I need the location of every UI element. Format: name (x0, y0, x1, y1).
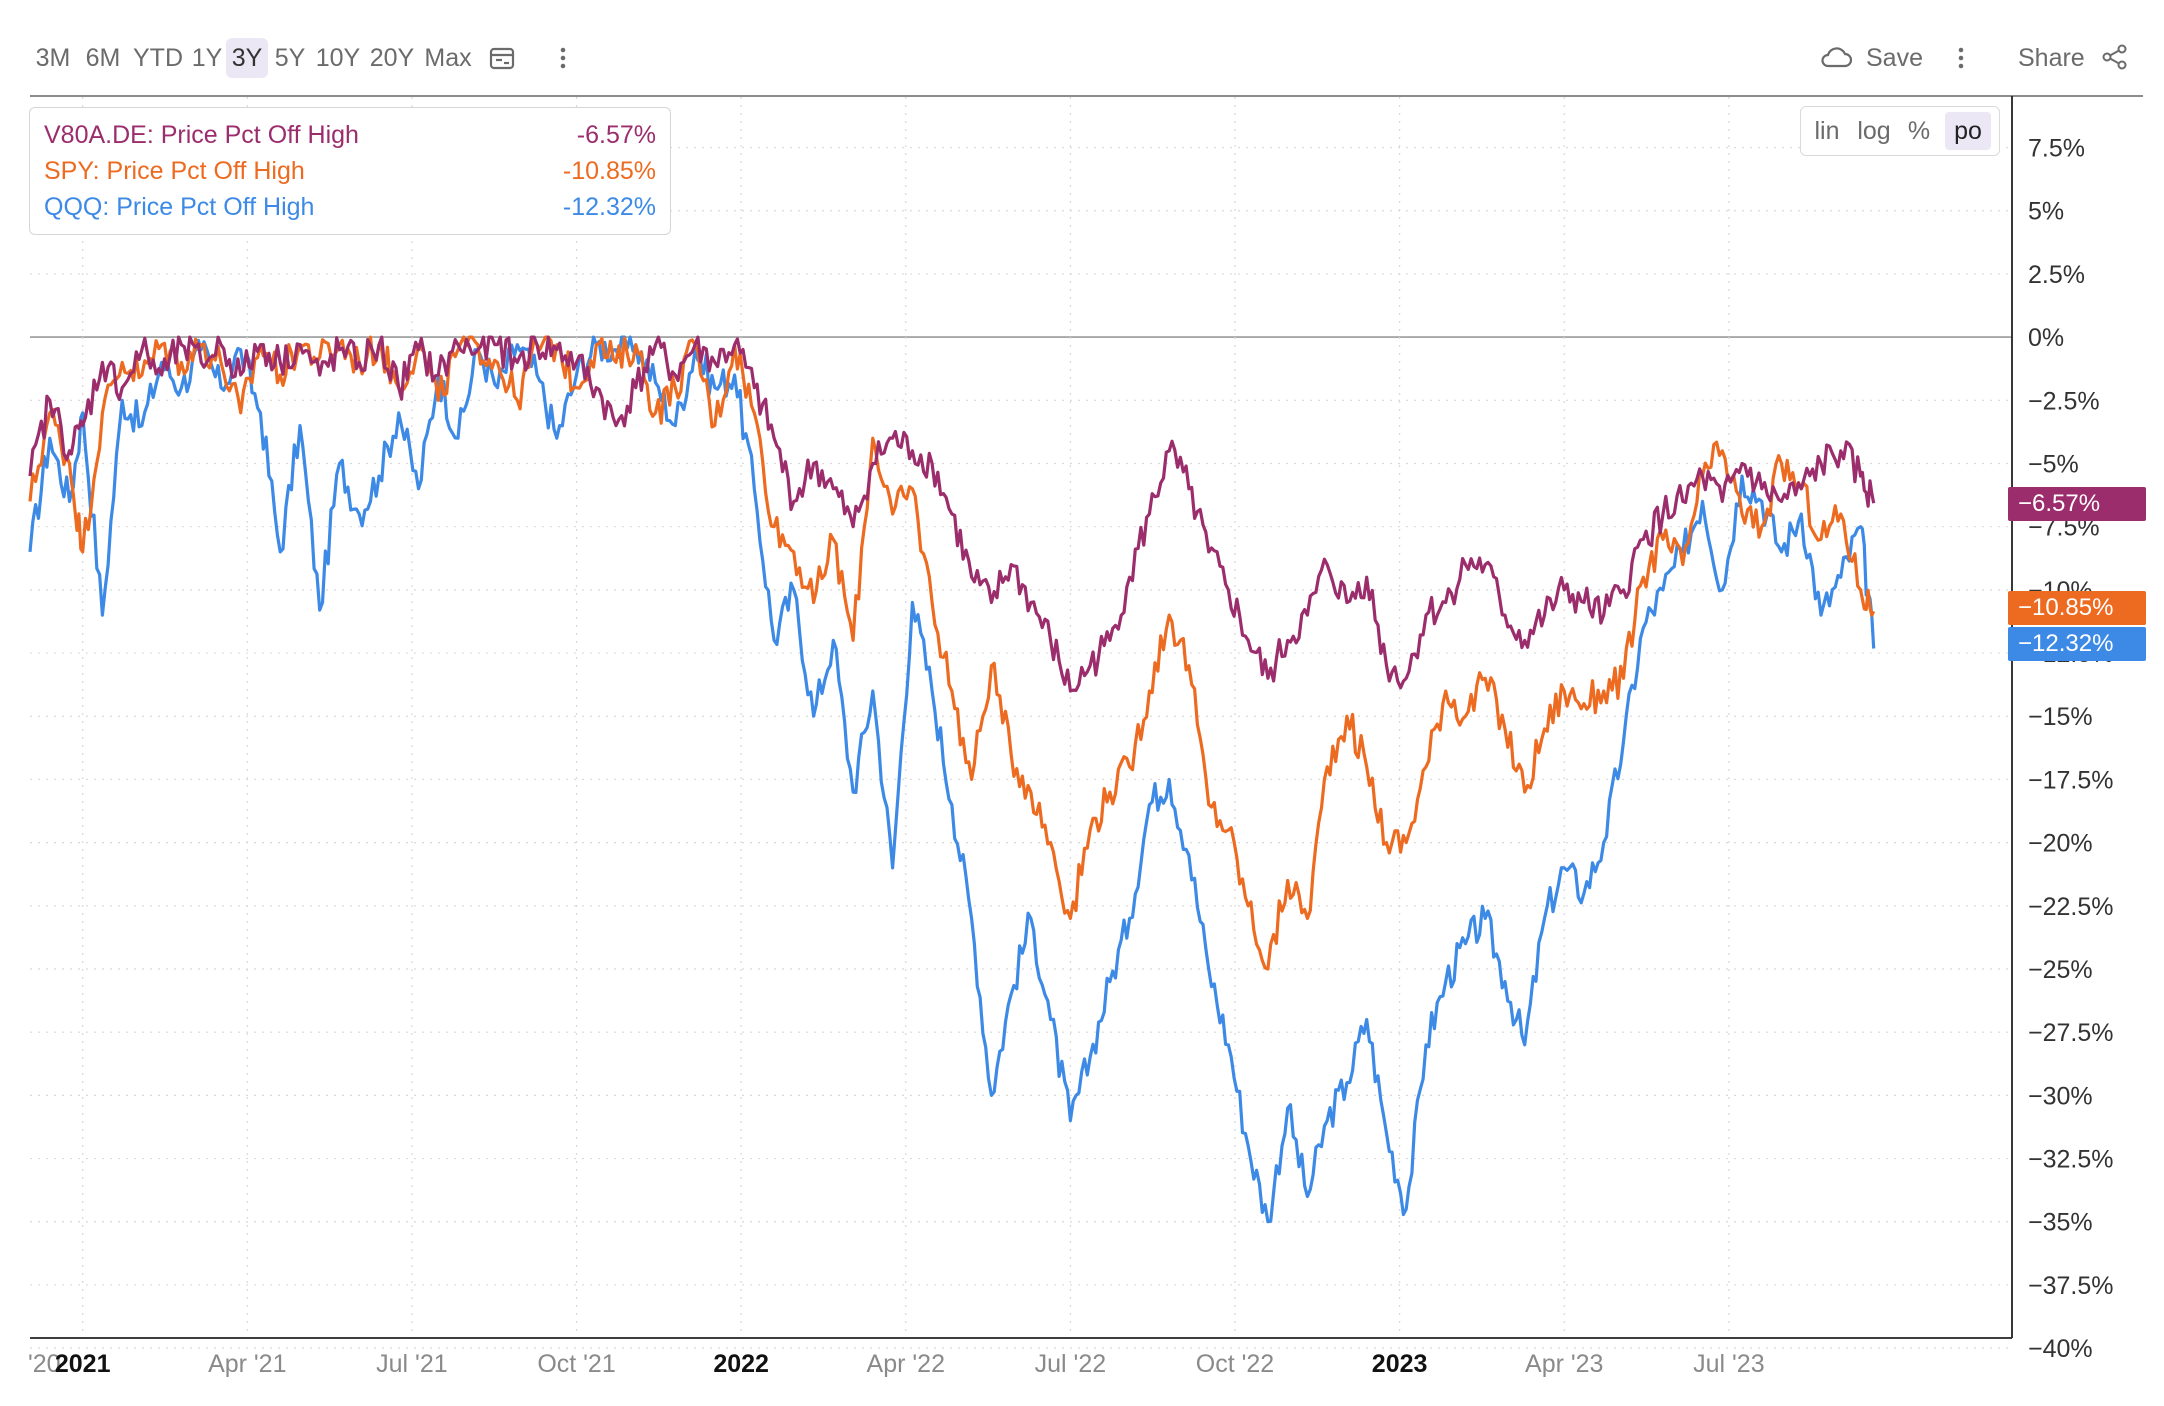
scale-toggle: lin log % po (1800, 106, 2000, 156)
scale-log-button[interactable]: log (1857, 117, 1891, 145)
y-axis-ticks: 7.5%5%2.5%0%−2.5%−5%−7.5%−10%−12.5%−15%−… (2028, 135, 2114, 1364)
range-10y-button[interactable]: 10Y (315, 44, 361, 72)
chart-grid (30, 97, 2012, 1349)
legend-row-qqq[interactable]: QQQ: Price Pct Off High -12.32% (44, 190, 656, 224)
last-value-tag-v80a: −6.57% (2008, 487, 2146, 521)
save-button[interactable]: Save (1866, 44, 1923, 72)
x-tick-label: Jul '23 (1693, 1350, 1764, 1378)
chart-axes (30, 95, 2143, 1339)
series-line-spy (28, 335, 1876, 971)
legend-value: -10.85% (562, 157, 656, 185)
range-20y-button[interactable]: 20Y (369, 44, 415, 72)
series-line-v80ade (28, 335, 1876, 693)
x-tick-label: 2023 (1372, 1350, 1428, 1378)
legend-label: QQQ: Price Pct Off High (44, 193, 315, 221)
x-tick-label: Apr '23 (1525, 1350, 1603, 1378)
range-6m-button[interactable]: 6M (85, 44, 121, 72)
y-tick-label: 2.5% (2028, 261, 2085, 289)
y-tick-label: −35% (2028, 1209, 2093, 1237)
y-tick-label: 7.5% (2028, 135, 2085, 163)
range-3y-button[interactable]: 3Y (226, 38, 268, 78)
legend-row-spy[interactable]: SPY: Price Pct Off High -10.85% (44, 154, 656, 188)
y-tick-label: −25% (2028, 956, 2093, 984)
range-ytd-button[interactable]: YTD (133, 44, 183, 72)
y-tick-label: 5% (2028, 198, 2064, 226)
x-tick-label: Jul '21 (376, 1350, 447, 1378)
x-tick-label: 2022 (713, 1350, 769, 1378)
scale-po-button[interactable]: po (1945, 112, 1991, 150)
range-1y-button[interactable]: 1Y (191, 44, 223, 72)
toolbar: 3M 6M YTD 1Y 3Y 5Y 10Y 20Y Max Save Shar… (0, 0, 2164, 110)
x-tick-label: Apr '22 (867, 1350, 945, 1378)
share-button[interactable]: Share (2018, 44, 2085, 72)
x-tick-label: Oct '22 (1196, 1350, 1274, 1378)
legend-value: -12.32% (562, 193, 656, 221)
x-tick-label: Oct '21 (537, 1350, 615, 1378)
y-tick-label: −27.5% (2028, 1019, 2114, 1047)
range-3m-button[interactable]: 3M (35, 44, 71, 72)
scale-lin-button[interactable]: lin (1814, 117, 1840, 145)
y-tick-label: 0% (2028, 324, 2064, 352)
x-tick-label: 2021 (55, 1350, 111, 1378)
y-tick-label: −17.5% (2028, 766, 2114, 794)
legend-label: SPY: Price Pct Off High (44, 157, 305, 185)
y-tick-label: −2.5% (2028, 387, 2100, 415)
y-tick-label: −5% (2028, 450, 2079, 478)
series-line-qqq (28, 335, 1876, 1224)
y-tick-label: −22.5% (2028, 893, 2114, 921)
last-value-tag-spy: −10.85% (2008, 591, 2146, 625)
cloud-icon[interactable] (1818, 42, 1854, 72)
range-max-button[interactable]: Max (424, 44, 472, 72)
x-tick-label: Apr '21 (208, 1350, 286, 1378)
chart-legend: V80A.DE: Price Pct Off High -6.57% SPY: … (29, 107, 671, 235)
y-tick-label: −15% (2028, 703, 2093, 731)
share-nodes-icon[interactable] (2100, 42, 2130, 72)
y-tick-label: −37.5% (2028, 1272, 2114, 1300)
y-tick-label: −30% (2028, 1082, 2093, 1110)
y-tick-label: −32.5% (2028, 1146, 2114, 1174)
x-tick-label: '20 (28, 1350, 61, 1378)
legend-label: V80A.DE: Price Pct Off High (44, 121, 359, 149)
chart-series (28, 335, 1876, 1224)
legend-row-v80a[interactable]: V80A.DE: Price Pct Off High -6.57% (44, 118, 656, 152)
y-tick-label: −40% (2028, 1335, 2093, 1363)
more-vertical-icon[interactable] (556, 44, 570, 72)
legend-value: -6.57% (576, 121, 656, 149)
save-more-icon[interactable] (1954, 44, 1968, 72)
calendar-icon[interactable] (488, 44, 516, 72)
last-value-tag-qqq: −12.32% (2008, 627, 2146, 661)
range-5y-button[interactable]: 5Y (274, 44, 306, 72)
y-tick-label: −20% (2028, 830, 2093, 858)
x-tick-label: Jul '22 (1035, 1350, 1106, 1378)
scale-percent-button[interactable]: % (1907, 117, 1931, 145)
